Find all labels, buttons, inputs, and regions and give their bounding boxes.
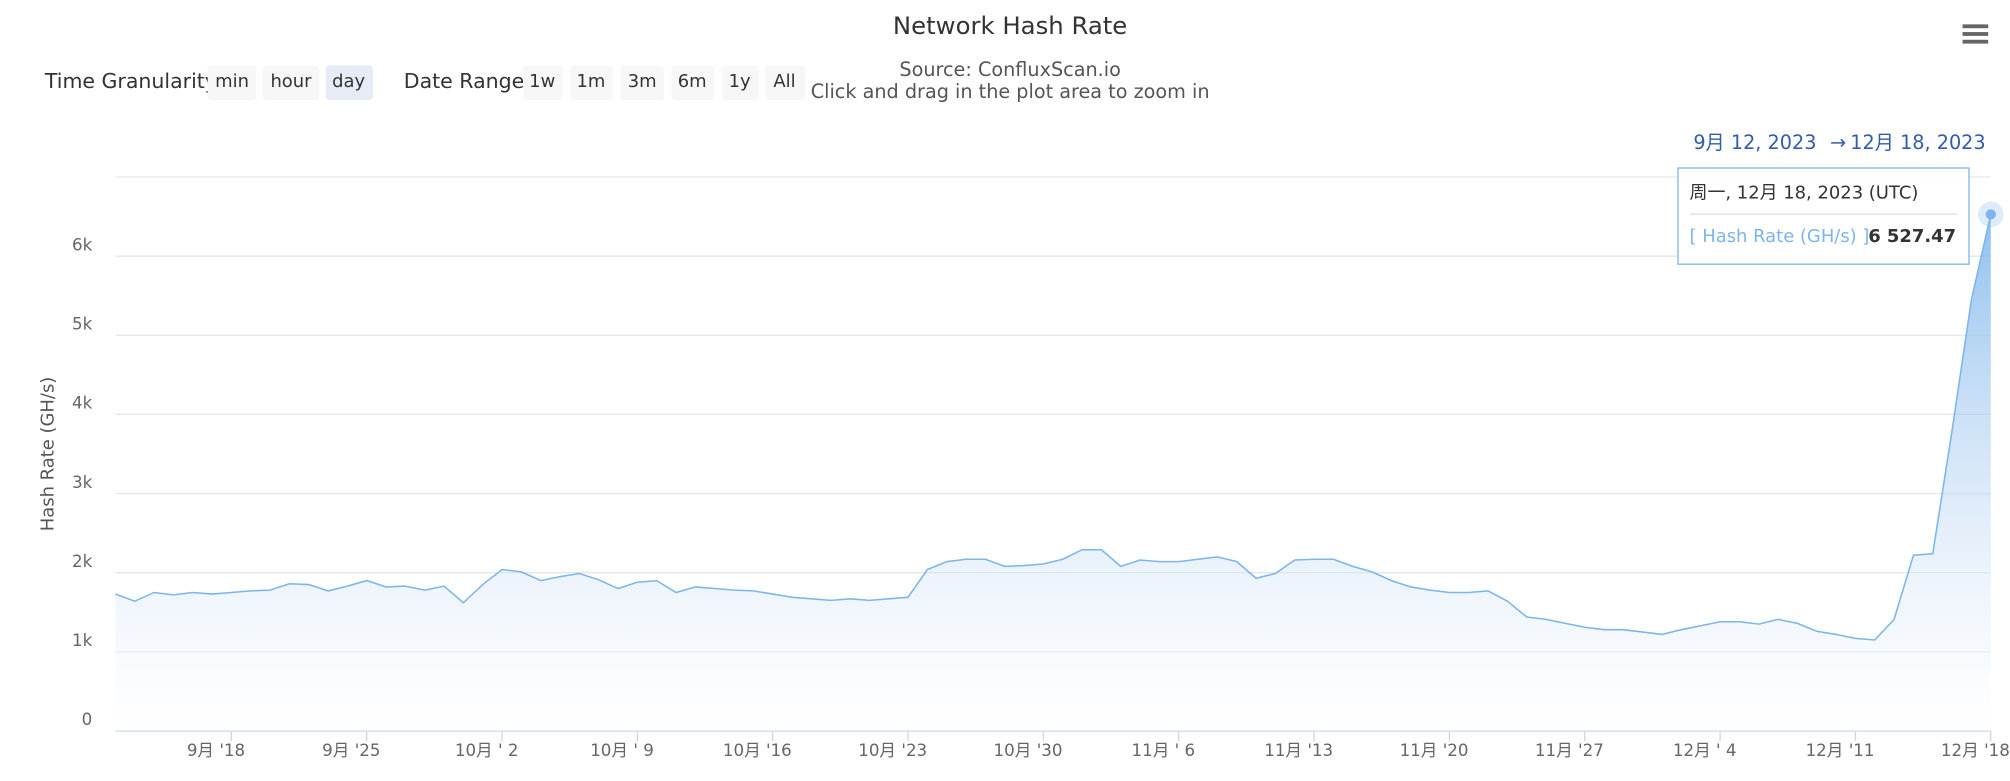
button-label: hour: [270, 71, 312, 92]
y-tick-label: 0: [82, 710, 93, 729]
tooltip: 周一, 12月 18, 2023 (UTC) [ Hash Rate (GH/s…: [1677, 167, 1970, 265]
range-arrow: →: [1830, 131, 1846, 154]
x-tick-label: 10月 ' 2: [455, 741, 519, 760]
button-selected[interactable]: [325, 65, 374, 101]
range-from[interactable]: 9月 12, 2023: [1693, 131, 1816, 154]
button[interactable]: [570, 65, 613, 101]
x-tick-label: 9月 '18: [187, 741, 245, 760]
tooltip-value: 6 527.47: [1868, 226, 1956, 247]
x-tick-label: 10月 ' 9: [590, 741, 654, 760]
x-tick-label: 10月 '16: [723, 741, 792, 760]
range-to[interactable]: 12月 18, 2023: [1850, 131, 1985, 154]
subtitle: Source: ConfluxScan.io: [899, 58, 1121, 81]
button[interactable]: [207, 65, 257, 101]
button[interactable]: [671, 65, 715, 101]
y-tick-label: 5k: [72, 315, 93, 334]
x-tick-label: 9月 '25: [322, 741, 380, 760]
button-label: 1w: [529, 71, 555, 92]
y-tick-label: 6k: [72, 235, 93, 254]
menu-icon[interactable]: [1962, 24, 1989, 44]
x-tick-label: 11月 '20: [1400, 741, 1469, 760]
tooltip-date: 周一, 12月 18, 2023 (UTC): [1690, 183, 1919, 204]
x-tick-label: 10月 '30: [994, 741, 1063, 760]
button[interactable]: [721, 65, 759, 101]
caption: Click and drag in the plot area to zoom …: [811, 80, 1210, 103]
y-tick-label: 4k: [72, 394, 93, 413]
tooltip-series: [ Hash Rate (GH/s) ]: [1690, 226, 1870, 247]
area-fill: [115, 214, 1991, 731]
tooltip-box: [1677, 167, 1970, 265]
menu-bar: [1962, 32, 1989, 36]
x-tick-label: 11月 ' 6: [1132, 741, 1196, 760]
button-label: min: [215, 71, 249, 92]
button-label: 1m: [577, 71, 606, 92]
button[interactable]: [262, 65, 320, 101]
y-tick-label: 3k: [72, 473, 93, 492]
y-tick-label: 2k: [72, 552, 93, 571]
range-label: Date Range:: [404, 69, 531, 93]
button-label: All: [773, 71, 795, 92]
x-tick-label: 10月 '23: [858, 741, 927, 760]
series-line: [115, 214, 1992, 641]
x-tick-label: 12月 '11: [1806, 741, 1875, 760]
granularity-label: Time Granularity:: [44, 69, 222, 93]
button[interactable]: [765, 65, 806, 101]
x-tick-label: 12月 '18: [1941, 741, 2010, 760]
button[interactable]: [523, 65, 563, 101]
x-tick-label: 11月 '27: [1535, 741, 1604, 760]
button-label: 1y: [729, 71, 751, 92]
y-axis-title: Hash Rate (GH/s): [38, 377, 59, 532]
x-tick-label: 11月 '13: [1264, 741, 1333, 760]
button-label: day: [332, 71, 365, 92]
button[interactable]: [620, 65, 665, 101]
button-label: 3m: [628, 71, 657, 92]
plot-area[interactable]: 0 1k 2k 3k 4k 5k 6k 9月 '18 9月 '25 10月 ' 2 10月 ' 9 1…: [72, 201, 2010, 760]
menu-bar: [1962, 24, 1989, 29]
y-tick-label: 1k: [72, 631, 93, 650]
x-tick-label: 12月 ' 4: [1673, 741, 1737, 760]
chart-title: Network Hash Rate: [893, 11, 1127, 40]
menu-bar: [1962, 39, 1989, 44]
button-label: 6m: [678, 71, 707, 92]
point-marker: [1985, 209, 1996, 220]
